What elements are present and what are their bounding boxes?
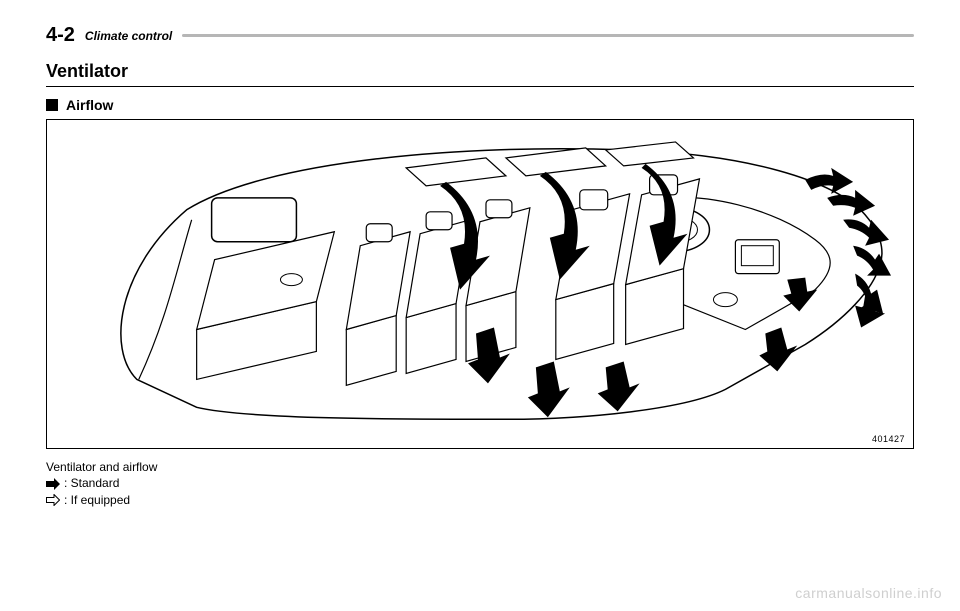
airflow-illustration [47,120,913,449]
figure-caption: Ventilator and airflow [46,459,914,475]
square-bullet-icon [46,99,58,111]
legend-standard-label: : Standard [64,475,119,492]
subsection-title: Airflow [66,97,113,113]
page-header: 4-2 Climate control [46,24,914,47]
figure-airflow-diagram: 401427 [46,119,914,449]
legend-standard: : Standard [46,475,914,492]
subsection-row: Airflow [46,97,914,113]
page-number: 4-2 [46,24,75,47]
header-rule [182,34,914,37]
watermark: carmanualsonline.info [795,585,942,601]
figure-code: 401427 [872,434,905,444]
section-title-rule [46,86,914,87]
section-title: Ventilator [46,61,914,82]
outline-arrow-icon [46,494,60,506]
legend-if-equipped: : If equipped [46,492,914,509]
solid-arrow-icon [46,478,60,490]
chapter-title: Climate control [85,29,172,43]
legend-equipped-label: : If equipped [64,492,130,509]
